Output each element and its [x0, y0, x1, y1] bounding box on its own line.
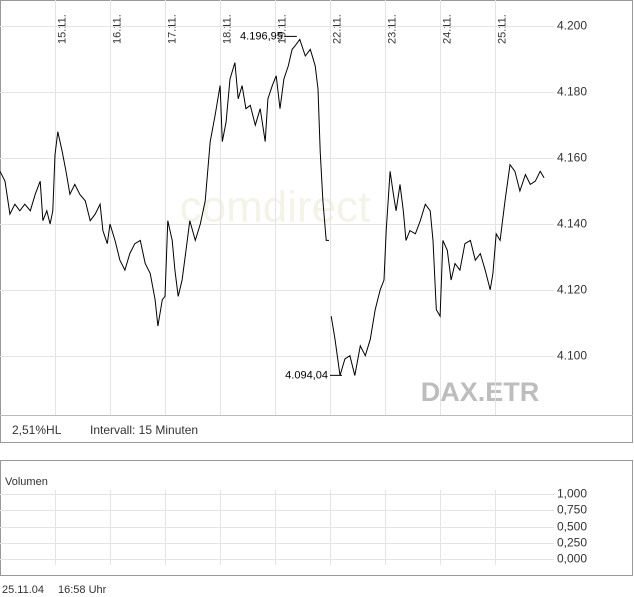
- volume-tick-label: 0,250: [557, 536, 587, 550]
- main-frame: [0, 0, 633, 443]
- annotation-label: 4.094,04: [285, 369, 328, 381]
- x-tick-label: 25.11.: [496, 14, 508, 44]
- volume-tick-label: 0,000: [557, 552, 587, 566]
- y-tick-label: 4.160: [557, 151, 587, 165]
- volume-tick-label: 0,750: [557, 503, 587, 517]
- x-tick-label: 17.11.: [166, 14, 178, 44]
- volume-tick-label: 1,000: [557, 487, 587, 501]
- x-tick-label: 15.11.: [56, 14, 68, 44]
- volume-tick-label: 0,500: [557, 520, 587, 534]
- y-tick-label: 4.180: [557, 85, 587, 99]
- x-tick-label: 18.11.: [221, 14, 233, 44]
- volume-title: Volumen: [5, 476, 48, 488]
- y-tick-label: 4.140: [557, 217, 587, 231]
- x-tick-label: 16.11.: [111, 14, 123, 44]
- y-tick-label: 4.200: [557, 19, 587, 33]
- y-tick-label: 4.120: [557, 283, 587, 297]
- volume-frame: [0, 460, 633, 576]
- footer-time: 16:58 Uhr: [58, 584, 107, 596]
- x-tick-label: 23.11.: [386, 14, 398, 44]
- y-tick-label: 4.100: [557, 349, 587, 363]
- hl-label: 2,51%HL: [12, 423, 62, 437]
- footer-date: 25.11.04: [2, 584, 44, 596]
- symbol: DAX.ETR: [421, 377, 540, 407]
- price-line: [0, 38, 545, 376]
- annotation-label: 4.196,95: [240, 30, 283, 42]
- interval-label: Intervall: 15 Minuten: [90, 423, 198, 437]
- x-tick-label: 22.11.: [331, 14, 343, 44]
- x-tick-label: 24.11.: [441, 14, 453, 44]
